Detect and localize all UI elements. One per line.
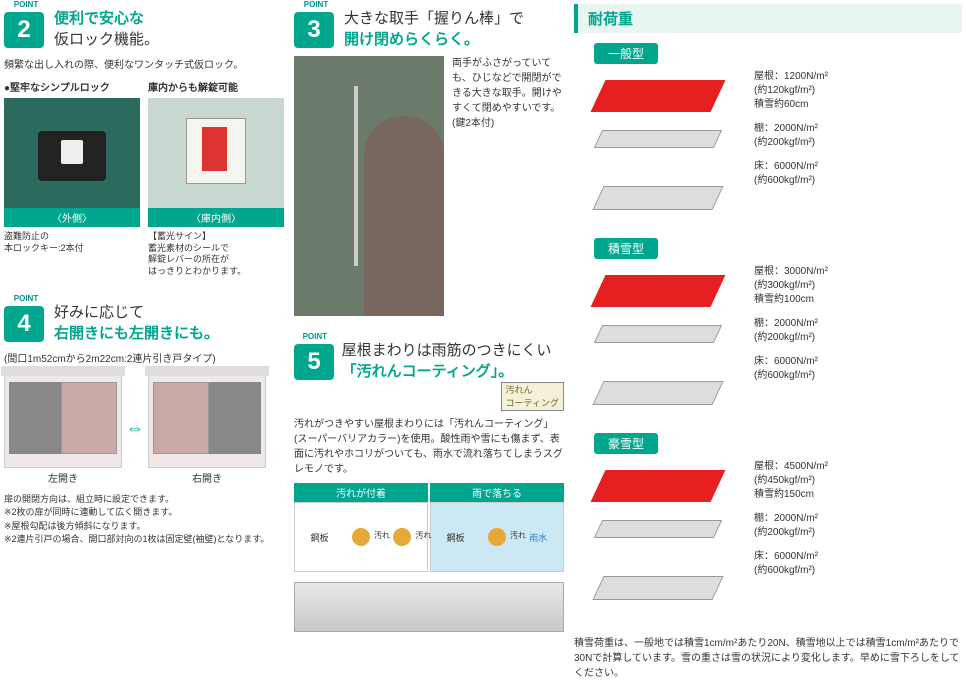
load-type-label: 積雪型	[594, 238, 658, 259]
point-2-title: 便利で安心な 仮ロック機能。	[54, 4, 159, 50]
lock-inside: 庫内からも解錠可能 〈庫内側〉 【蓄光サイン】 蓄光素材のシールで 解錠レバーの…	[148, 79, 284, 278]
load-type-label: 一般型	[594, 43, 658, 64]
point-3-title: 大きな取手「握りん棒」で 開け閉めらくらく。	[344, 4, 524, 50]
handle-image	[294, 56, 444, 316]
point-5-desc: 汚れがつきやすい屋根まわりには「汚れんコーティング」(スーパーバリアカラー)を使…	[294, 417, 564, 477]
point-badge-5: POINT 5	[294, 336, 336, 380]
coat-after: 雨で落ちる 鋼板 雨水	[430, 483, 564, 572]
dirt-icon	[352, 528, 370, 546]
coating-badge: 汚れん コーティング	[501, 382, 564, 411]
point-4-title: 好みに応じて 右開きにも左開きにも。	[54, 298, 219, 344]
point-5-title: 屋根まわりは雨筋のつきにくい 「汚れんコーティング」。 汚れん コーティング	[342, 336, 564, 411]
dirt-icon	[393, 528, 411, 546]
point-4: POINT 4 好みに応じて 右開きにも左開きにも。 (間口1m52cmから2m…	[4, 298, 284, 547]
load-specs: 屋根：3000N/m² (約300kgf/m²) 積雪約100cm 棚：2000…	[754, 265, 828, 393]
point-badge-2: POINT 2	[4, 4, 48, 48]
lock-outside: ●堅牢なシンプルロック 〈外側〉 盗難防止の 本ロックキー:2本付	[4, 79, 140, 278]
shed-right: 右開き	[148, 373, 266, 485]
dirt-icon	[488, 528, 506, 546]
coat-before: 汚れが付着 鋼板	[294, 483, 428, 572]
point-2: POINT 2 便利で安心な 仮ロック機能。 頻繁な出し入れの際、便利なワンタッ…	[4, 4, 284, 278]
load-footnote: 積雪荷重は、一般地では積雪1cm/m²あたり20N、積雪地以上では積雪1cm/m…	[574, 636, 962, 681]
point-5: POINT 5 屋根まわりは雨筋のつきにくい 「汚れんコーティング」。 汚れん …	[294, 336, 564, 632]
load-type-1: 積雪型 屋根：3000N/m² (約300kgf/m²) 積雪約100cm 棚：…	[574, 238, 962, 415]
load-specs: 屋根：1200N/m² (約120kgf/m²) 積雪約60cm 棚：2000N…	[754, 70, 828, 198]
load-diagram	[574, 265, 744, 415]
load-specs: 屋根：4500N/m² (約450kgf/m²) 積雪約150cm 棚：2000…	[754, 460, 828, 588]
rain-label: 雨水	[529, 531, 547, 544]
point-badge-3: POINT 3	[294, 4, 338, 48]
arrow-icon: ⇔	[126, 418, 144, 439]
load-diagram	[574, 460, 744, 610]
load-diagram	[574, 70, 744, 220]
load-type-0: 一般型 屋根：1200N/m² (約120kgf/m²) 積雪約60cm 棚：2…	[574, 43, 962, 220]
lock-inside-image	[148, 98, 284, 208]
load-section-title: 耐荷重	[574, 4, 962, 33]
load-type-2: 豪雪型 屋根：4500N/m² (約450kgf/m²) 積雪約150cm 棚：…	[574, 433, 962, 610]
point-badge-4: POINT 4	[4, 298, 48, 342]
point-2-sub: 頻繁な出し入れの際、便利なワンタッチ式仮ロック。	[4, 56, 284, 71]
point-4-sub: (間口1m52cmから2m22cm:2連片引き戸タイプ)	[4, 350, 284, 365]
lock-outside-image	[4, 98, 140, 208]
point-4-notes: 扉の開閉方向は、組立時に設定できます。 ※2枚の扉が同時に連動して広く開きます。…	[4, 493, 284, 547]
point-3: POINT 3 大きな取手「握りん棒」で 開け閉めらくらく。 両手がふさがってい…	[294, 4, 564, 316]
load-type-label: 豪雪型	[594, 433, 658, 454]
point-3-desc: 両手がふさがっていても、ひじなどで開閉ができる大きな取手。開けやすくて閉めやすい…	[452, 56, 564, 316]
roof-image	[294, 582, 564, 632]
shed-left: 左開き	[4, 373, 122, 485]
